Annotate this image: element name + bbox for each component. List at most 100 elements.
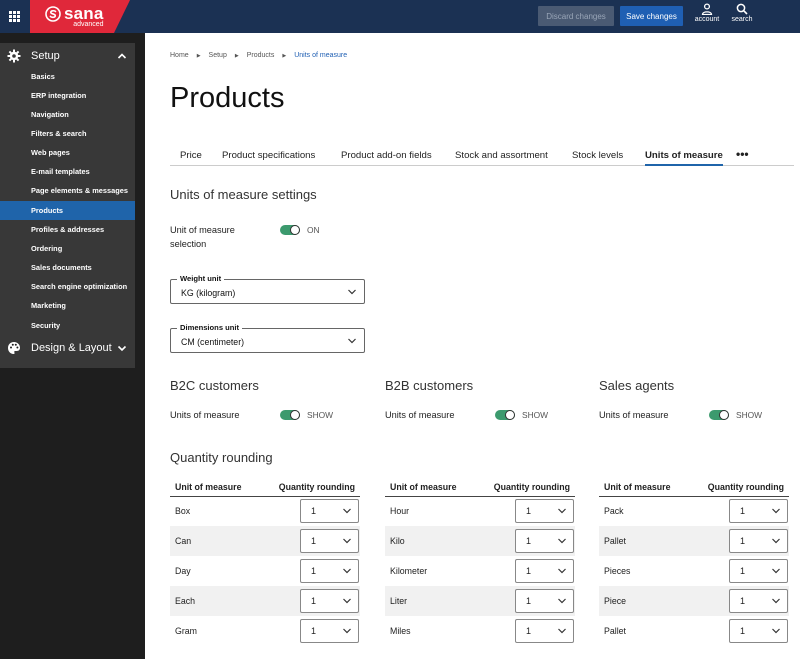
chevron-down-icon: [772, 508, 780, 514]
quantity-rounding-select[interactable]: 1: [729, 589, 788, 613]
chevron-down-icon: [348, 338, 356, 344]
sidebar-item-sales-documents[interactable]: Sales documents: [31, 263, 92, 272]
save-changes-button[interactable]: Save changes: [620, 6, 683, 26]
breadcrumb-setup[interactable]: Setup: [208, 52, 227, 59]
rounding-value: 1: [311, 566, 317, 576]
account-button[interactable]: account: [692, 3, 722, 23]
dimensions-unit-select[interactable]: Dimensions unit CM (centimeter): [170, 323, 365, 353]
app-grid-button[interactable]: [0, 0, 28, 33]
chevron-down-icon: [772, 538, 780, 544]
quantity-rounding-select[interactable]: 1: [300, 529, 359, 553]
chevron-down-icon: [117, 345, 127, 352]
weight-unit-select[interactable]: Weight unit KG (kilogram): [170, 274, 365, 304]
tab-product-specifications[interactable]: Product specifications: [222, 150, 316, 161]
quantity-rounding-select[interactable]: 1: [300, 589, 359, 613]
unit-name: Box: [175, 506, 191, 517]
quantity-rounding-select[interactable]: 1: [300, 559, 359, 583]
sidebar-item-navigation[interactable]: Navigation: [31, 110, 69, 119]
sidebar-item-marketing[interactable]: Marketing: [31, 301, 66, 310]
table-row: Pallet 1: [599, 616, 789, 646]
quantity-rounding-select[interactable]: 1: [729, 619, 788, 643]
rounding-value: 1: [526, 596, 532, 606]
sana-logo-icon: [45, 6, 61, 22]
quantity-rounding-select[interactable]: 1: [729, 499, 788, 524]
sidebar: Setup Basics ERP integration Navigation …: [0, 33, 145, 659]
tab-stock-and-assortment[interactable]: Stock and assortment: [455, 150, 548, 161]
quantity-rounding-select[interactable]: 1: [729, 559, 788, 583]
rounding-value: 1: [311, 626, 317, 636]
b2c-uom-toggle[interactable]: [280, 409, 300, 420]
chevron-down-icon: [772, 568, 780, 574]
uom-selection-toggle[interactable]: [280, 224, 300, 235]
column-header-unit: Unit of measure: [599, 479, 689, 497]
b2b-uom-toggle[interactable]: [495, 409, 515, 420]
quantity-rounding-select[interactable]: 1: [515, 559, 574, 583]
sidebar-item-products[interactable]: Products: [0, 201, 135, 220]
dimensions-unit-label: Dimensions unit: [177, 323, 243, 332]
chevron-down-icon: [558, 508, 566, 514]
more-tabs-icon[interactable]: •••: [736, 147, 749, 161]
tab-price[interactable]: Price: [180, 150, 202, 161]
quantity-rounding-select[interactable]: 1: [515, 619, 574, 643]
page-title: Products: [170, 82, 285, 114]
rounding-value: 1: [740, 536, 746, 546]
sidebar-item-web-pages[interactable]: Web pages: [31, 148, 70, 157]
chevron-down-icon: [343, 568, 351, 574]
rounding-value: 1: [311, 506, 317, 517]
sidebar-item-ordering[interactable]: Ordering: [31, 244, 63, 253]
quantity-rounding-select[interactable]: 1: [515, 529, 574, 553]
quantity-rounding-table-1: Unit of measure Quantity rounding Box 1 C…: [170, 479, 360, 646]
table-row: Miles 1: [385, 616, 575, 646]
rounding-value: 1: [526, 536, 532, 546]
column-header-rounding: Quantity rounding: [688, 479, 789, 497]
uom-selection-label-line2: selection: [170, 239, 207, 249]
sales-agents-title: Sales agents: [599, 378, 675, 393]
discard-changes-button[interactable]: Discard changes: [538, 6, 614, 26]
rounding-value: 1: [740, 566, 746, 576]
chevron-down-icon: [772, 598, 780, 604]
unit-name: Pieces: [604, 566, 631, 576]
sana-logo[interactable]: sana advanced: [30, 0, 130, 33]
quantity-rounding-select[interactable]: 1: [729, 529, 788, 553]
rounding-value: 1: [740, 596, 746, 606]
unit-name: Pallet: [604, 626, 627, 636]
gear-icon: [7, 49, 21, 63]
agents-uom-toggle[interactable]: [709, 409, 729, 420]
sidebar-item-profiles-addresses[interactable]: Profiles & addresses: [31, 225, 105, 234]
breadcrumb-products[interactable]: Products: [246, 52, 275, 59]
tab-stock-levels[interactable]: Stock levels: [572, 150, 624, 161]
unit-name: Can: [170, 526, 260, 556]
b2c-uom-label: Units of measure: [170, 410, 240, 420]
b2c-customers-title: B2C customers: [170, 378, 259, 393]
breadcrumb-home[interactable]: Home: [170, 52, 189, 59]
quantity-rounding-select[interactable]: 1: [515, 499, 574, 524]
tab-units-of-measure[interactable]: Units of measure: [645, 150, 723, 166]
chevron-down-icon: [558, 628, 566, 634]
top-bar: sana advanced Discard changes Save chang…: [0, 0, 800, 33]
breadcrumb-separator-icon: ▶: [196, 52, 201, 59]
sidebar-item-email-templates[interactable]: E-mail templates: [31, 167, 90, 176]
uom-settings-title: Units of measure settings: [170, 187, 317, 202]
table-row: Pieces 1: [599, 556, 789, 586]
sidebar-item-erp-integration[interactable]: ERP integration: [31, 91, 87, 100]
tab-product-add-on-fields[interactable]: Product add-on fields: [341, 150, 432, 161]
quantity-rounding-select[interactable]: 1: [300, 619, 359, 643]
b2b-uom-label: Units of measure: [385, 410, 455, 420]
sidebar-item-basics[interactable]: Basics: [31, 72, 55, 81]
search-button[interactable]: search: [727, 3, 757, 23]
sidebar-item-seo[interactable]: Search engine optimization: [31, 282, 128, 291]
rounding-value: 1: [740, 506, 746, 517]
sidebar-item-security[interactable]: Security: [31, 321, 61, 330]
sidebar-design-layout-label: Design & Layout: [31, 342, 112, 354]
quantity-rounding-select[interactable]: 1: [515, 589, 574, 613]
quantity-rounding-select[interactable]: 1: [300, 499, 359, 524]
chevron-down-icon: [343, 628, 351, 634]
chevron-down-icon: [558, 568, 566, 574]
sidebar-setup-header[interactable]: Setup: [0, 43, 135, 69]
unit-name: Kilo: [385, 526, 475, 556]
sidebar-item-page-elements[interactable]: Page elements & messages: [31, 186, 128, 195]
sidebar-design-layout-header[interactable]: Design & Layout: [0, 335, 135, 361]
sidebar-item-filters-search[interactable]: Filters & search: [31, 129, 87, 138]
table-row: Piece 1: [599, 586, 789, 616]
table-row: Pallet 1: [599, 526, 789, 556]
